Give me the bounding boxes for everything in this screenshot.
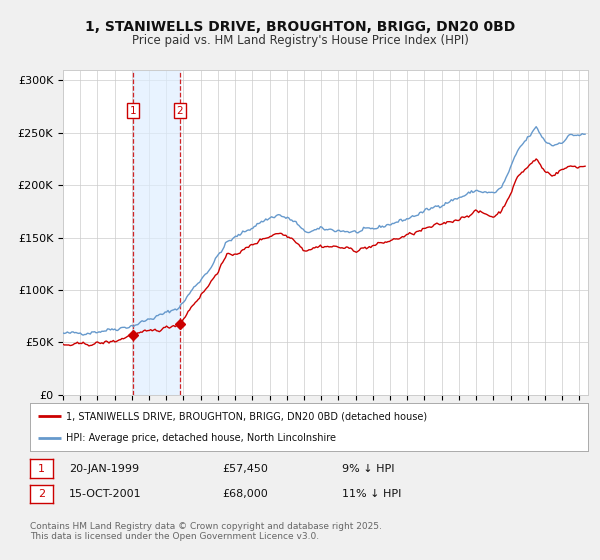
Text: 1, STANIWELLS DRIVE, BROUGHTON, BRIGG, DN20 0BD (detached house): 1, STANIWELLS DRIVE, BROUGHTON, BRIGG, D…: [66, 411, 427, 421]
Text: £57,450: £57,450: [222, 464, 268, 474]
Bar: [133, 70, 180, 395]
Text: Contains HM Land Registry data © Crown copyright and database right 2025.
This d: Contains HM Land Registry data © Crown c…: [30, 522, 382, 542]
Text: 1: 1: [130, 106, 136, 115]
Text: Price paid vs. HM Land Registry's House Price Index (HPI): Price paid vs. HM Land Registry's House …: [131, 34, 469, 46]
Text: 9% ↓ HPI: 9% ↓ HPI: [342, 464, 395, 474]
Text: 1, STANIWELLS DRIVE, BROUGHTON, BRIGG, DN20 0BD: 1, STANIWELLS DRIVE, BROUGHTON, BRIGG, D…: [85, 20, 515, 34]
Text: £68,000: £68,000: [222, 489, 268, 499]
Text: HPI: Average price, detached house, North Lincolnshire: HPI: Average price, detached house, Nort…: [66, 433, 336, 443]
Text: 11% ↓ HPI: 11% ↓ HPI: [342, 489, 401, 499]
Text: 1: 1: [38, 464, 45, 474]
Text: 20-JAN-1999: 20-JAN-1999: [69, 464, 139, 474]
Text: 2: 2: [176, 106, 183, 115]
Text: 15-OCT-2001: 15-OCT-2001: [69, 489, 142, 499]
Text: 2: 2: [38, 489, 45, 499]
